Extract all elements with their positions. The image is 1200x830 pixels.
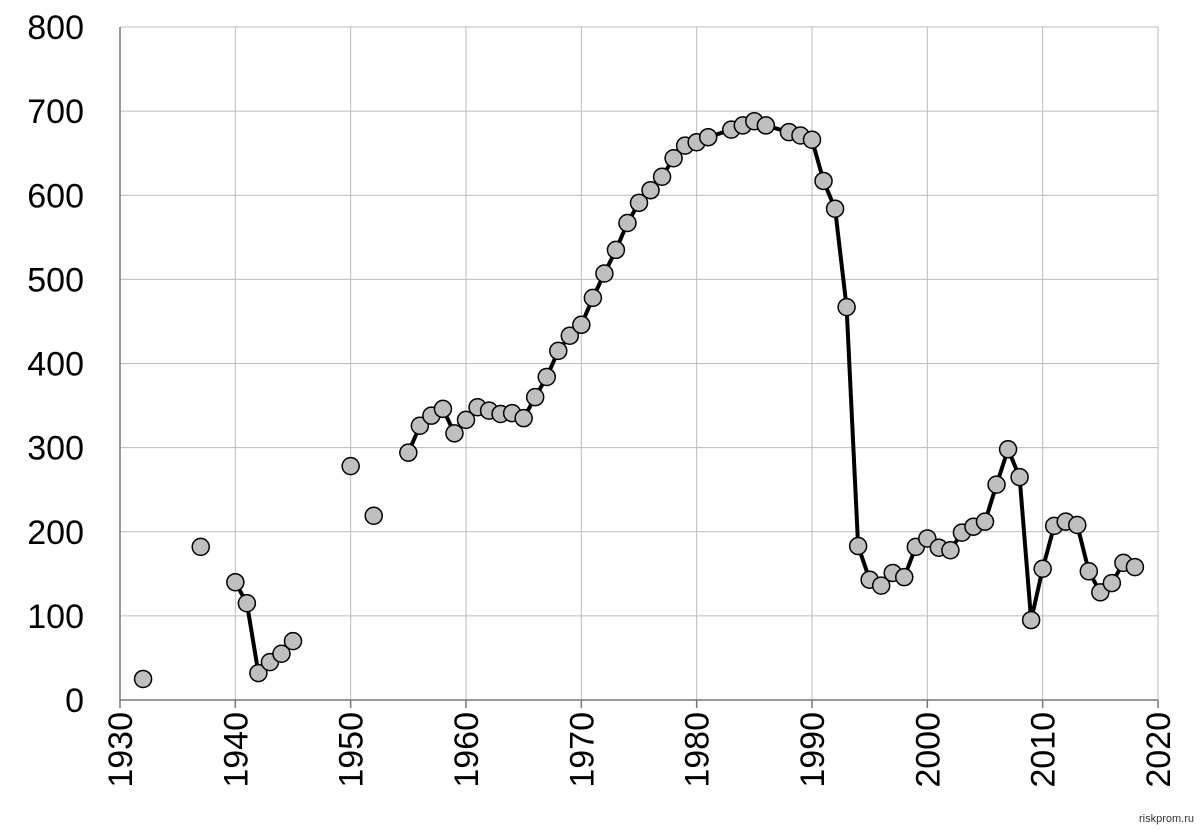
data-point (825, 199, 845, 218)
x-tick-label: 2010 (1025, 712, 1063, 788)
data-point (941, 541, 960, 560)
data-point (226, 572, 245, 592)
data-point (191, 537, 210, 557)
y-tick-label: 200 (27, 514, 84, 552)
x-tick-label: 1940 (217, 712, 255, 788)
data-point (537, 367, 556, 387)
data-point (1021, 610, 1041, 630)
data-point (848, 536, 868, 556)
data-point (837, 297, 856, 317)
data-point (975, 512, 995, 531)
data-point (1125, 557, 1145, 577)
data-point (399, 443, 418, 462)
x-tick-label: 1990 (794, 712, 832, 788)
y-tick-label: 300 (27, 430, 84, 468)
data-line (233, 119, 1136, 676)
data-point (814, 171, 833, 191)
y-tick-label: 800 (27, 9, 84, 47)
data-point (583, 288, 603, 308)
data-point (560, 326, 580, 345)
x-tick-label: 1930 (102, 712, 140, 788)
data-point (1102, 573, 1122, 593)
x-tick-label: 1960 (448, 712, 486, 788)
data-point (641, 180, 660, 200)
data-point (664, 148, 683, 168)
data-point (133, 669, 153, 689)
data-point (272, 644, 291, 663)
x-tick-label: 1950 (333, 712, 371, 788)
data-point (652, 167, 672, 186)
data-point (237, 594, 257, 613)
x-tick-label: 1970 (563, 712, 601, 788)
data-point (871, 576, 891, 595)
data-point (514, 408, 533, 428)
x-tick-label: 2020 (1140, 712, 1178, 788)
data-point (1010, 467, 1029, 487)
y-tick-label: 600 (27, 177, 84, 215)
x-tick-label: 1980 (679, 712, 717, 788)
data-point (1079, 562, 1099, 581)
data-point (549, 341, 568, 361)
data-point (629, 193, 649, 213)
data-point (1068, 515, 1087, 535)
watermark: riskprom.ru (1139, 813, 1194, 825)
data-point (249, 663, 268, 683)
y-tick-label: 100 (27, 598, 84, 636)
x-tick-label: 2000 (909, 712, 947, 788)
data-point (987, 475, 1006, 494)
data-point (998, 440, 1018, 459)
data-point (698, 127, 718, 147)
data-point (572, 315, 591, 335)
data-point (802, 130, 822, 149)
data-point (341, 456, 360, 476)
data-point (606, 240, 626, 260)
data-point (410, 416, 430, 436)
y-tick-label: 500 (27, 261, 84, 299)
data-point (283, 631, 303, 651)
data-point (1033, 559, 1052, 579)
data-point (895, 567, 914, 587)
y-tick-label: 0 (65, 682, 84, 720)
data-point (364, 506, 383, 526)
y-tick-label: 400 (27, 346, 84, 384)
data-point (525, 387, 545, 407)
data-point (445, 424, 464, 443)
data-point (433, 399, 453, 419)
data-point (456, 410, 476, 430)
data-point (595, 264, 614, 283)
data-point (756, 116, 776, 135)
data-point (618, 213, 637, 233)
y-tick-label: 700 (27, 93, 84, 131)
